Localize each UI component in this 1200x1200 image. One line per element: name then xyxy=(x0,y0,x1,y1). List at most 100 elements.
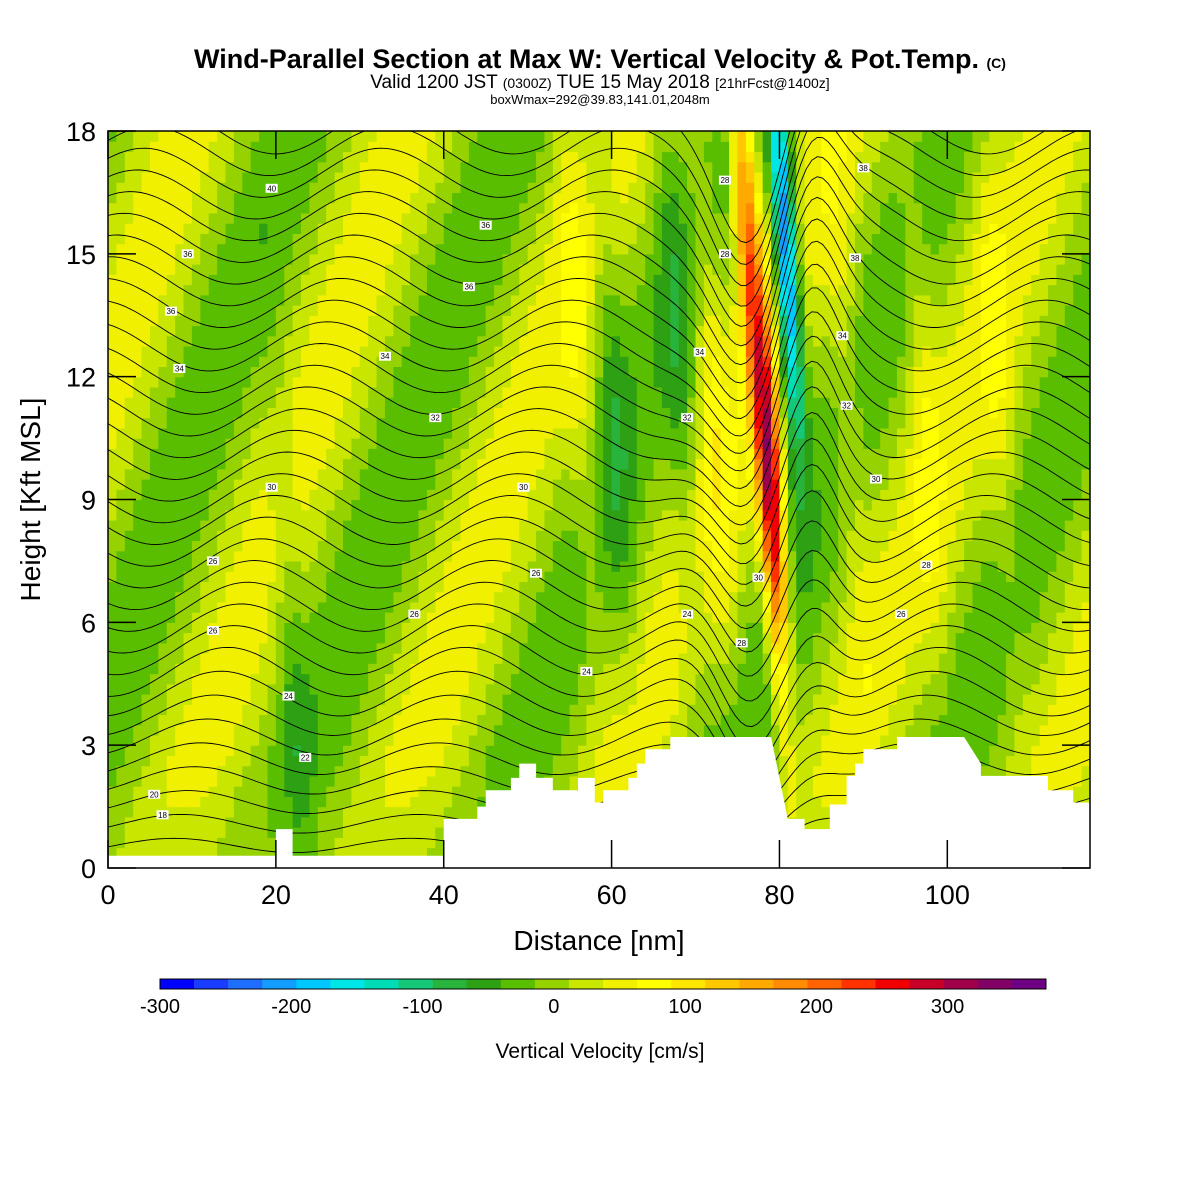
w-cell xyxy=(259,448,269,460)
w-cell xyxy=(133,438,143,449)
w-cell xyxy=(477,417,487,429)
w-cell xyxy=(628,376,638,388)
w-cell xyxy=(536,734,546,746)
w-cell xyxy=(594,612,604,623)
w-cell xyxy=(510,499,520,511)
w-cell xyxy=(275,642,285,654)
w-cell xyxy=(460,212,470,224)
w-cell xyxy=(544,591,554,603)
w-cell xyxy=(401,376,411,388)
w-cell xyxy=(603,693,613,705)
w-cell xyxy=(334,131,344,142)
w-cell xyxy=(519,601,529,613)
w-cell xyxy=(149,806,159,818)
w-cell xyxy=(519,499,529,511)
w-cell xyxy=(326,356,336,368)
w-cell xyxy=(653,632,663,644)
w-cell xyxy=(233,827,243,838)
w-cell xyxy=(292,345,302,357)
w-cell xyxy=(116,673,126,685)
w-cell xyxy=(158,560,168,572)
w-cell xyxy=(678,632,688,644)
w-cell xyxy=(401,192,411,204)
w-cell xyxy=(628,305,638,316)
w-cell xyxy=(544,345,554,357)
w-cell xyxy=(133,386,143,398)
w-cell xyxy=(133,663,143,675)
w-cell xyxy=(384,816,394,828)
w-cell xyxy=(317,427,327,439)
w-cell xyxy=(586,294,596,306)
w-cell xyxy=(275,632,285,644)
w-cell xyxy=(519,202,529,214)
w-cell xyxy=(368,786,378,797)
w-cell xyxy=(561,284,571,296)
w-cell xyxy=(393,724,403,736)
w-cell xyxy=(359,161,369,173)
w-cell xyxy=(468,581,478,593)
w-cell xyxy=(149,274,159,286)
w-cell xyxy=(334,407,344,419)
w-cell xyxy=(191,673,201,685)
w-cell xyxy=(166,745,176,757)
w-cell xyxy=(611,765,621,777)
w-cell xyxy=(149,704,159,716)
w-cell xyxy=(292,745,302,757)
w-cell xyxy=(426,530,436,542)
w-cell xyxy=(603,519,613,531)
w-cell xyxy=(233,407,243,419)
w-cell xyxy=(166,131,176,142)
w-cell xyxy=(242,274,252,286)
w-cell xyxy=(292,458,302,470)
w-cell xyxy=(250,253,260,265)
w-cell xyxy=(670,315,680,327)
w-cell xyxy=(653,509,663,521)
w-cell xyxy=(418,335,428,347)
w-cell xyxy=(393,612,403,623)
w-cell xyxy=(628,519,638,531)
w-cell xyxy=(166,540,176,552)
w-cell xyxy=(158,356,168,368)
w-cell xyxy=(435,796,445,808)
w-cell xyxy=(309,479,319,490)
w-cell xyxy=(133,499,143,511)
w-cell xyxy=(267,560,277,572)
w-cell xyxy=(510,601,520,613)
w-cell xyxy=(200,847,210,859)
w-cell xyxy=(267,642,277,654)
w-cell xyxy=(133,182,143,194)
w-cell xyxy=(284,775,294,787)
w-cell xyxy=(628,161,638,173)
w-cell xyxy=(670,356,680,368)
w-cell xyxy=(225,131,235,142)
w-cell xyxy=(401,479,411,490)
w-cell xyxy=(124,171,134,183)
w-cell xyxy=(108,427,117,439)
w-cell xyxy=(175,274,185,286)
w-cell xyxy=(452,212,462,224)
w-cell xyxy=(636,438,646,449)
valid-prefix: Valid 1200 JST xyxy=(370,72,498,93)
w-cell xyxy=(334,765,344,777)
w-cell xyxy=(561,407,571,419)
w-cell xyxy=(569,366,579,378)
w-cell xyxy=(435,591,445,603)
w-cell xyxy=(141,243,151,255)
w-cell xyxy=(225,315,235,327)
w-cell xyxy=(594,345,604,357)
w-cell xyxy=(368,622,378,634)
w-cell xyxy=(376,642,386,654)
w-cell xyxy=(141,202,151,214)
w-cell xyxy=(619,755,629,767)
w-cell xyxy=(301,151,311,163)
w-cell xyxy=(183,294,193,306)
w-cell xyxy=(536,489,546,501)
w-cell xyxy=(166,734,176,746)
w-cell xyxy=(133,540,143,552)
w-cell xyxy=(217,745,227,757)
w-cell xyxy=(233,653,243,664)
w-cell xyxy=(519,693,529,705)
w-cell xyxy=(359,438,369,449)
w-cell xyxy=(544,734,554,746)
w-cell xyxy=(586,734,596,746)
